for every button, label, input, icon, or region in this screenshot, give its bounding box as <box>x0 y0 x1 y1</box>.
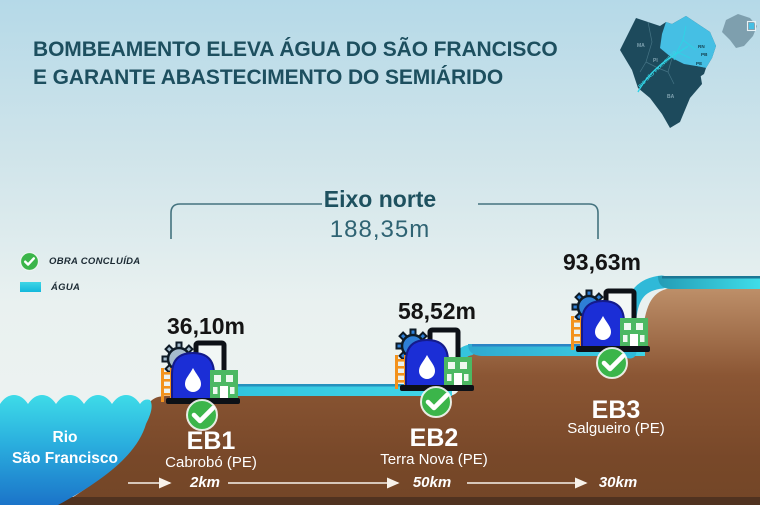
station-eb2 <box>395 327 474 418</box>
check-icon <box>20 251 39 271</box>
legend-item-concluded: OBRA CONCLUÍDA <box>20 251 141 271</box>
page-title: BOMBEAMENTO ELEVA ÁGUA DO SÃO FRANCISCO … <box>33 36 593 92</box>
map-label-ma: MA <box>637 43 645 49</box>
water-drop-icon <box>419 355 435 379</box>
distance-2km: 2km <box>189 474 221 491</box>
check-icon <box>186 399 218 431</box>
map-label-ba: BA <box>667 94 675 100</box>
station-id-eb3: EB3 <box>591 396 641 424</box>
legend-item-water: ÁGUA <box>20 278 140 296</box>
river-name-line2: São Francisco <box>12 450 118 467</box>
map-coast-dark-wedge <box>689 66 706 78</box>
station-eb3 <box>571 288 650 379</box>
map-canal-lines <box>673 25 697 61</box>
legend-label-water: ÁGUA <box>51 281 81 293</box>
station-id-eb1: EB1 <box>186 427 236 455</box>
title-line1: BOMBEAMENTO ELEVA ÁGUA DO SÃO FRANCISCO <box>33 38 558 61</box>
building-icon <box>210 370 238 400</box>
axis-total-height: 188,35m <box>329 216 431 243</box>
map-brazil-locator <box>722 14 757 48</box>
building-icon <box>620 318 648 348</box>
station-id-eb2: EB2 <box>409 424 459 452</box>
map-label-pb: PB <box>701 52 708 57</box>
legend: OBRA CONCLUÍDA ÁGUA <box>20 251 141 304</box>
soil-strip <box>40 497 760 505</box>
water-swatch-icon <box>20 282 41 292</box>
map-river-line <box>637 45 689 93</box>
river-name-line1: Rio <box>52 429 78 446</box>
distance-50km: 50km <box>412 474 452 491</box>
water-drop-icon <box>185 368 201 392</box>
water-drop-icon <box>595 316 611 340</box>
station-city-eb1: Cabrobó (PE) <box>165 454 257 471</box>
height-eb3: 93,63m <box>562 249 642 275</box>
station-eb1 <box>161 340 240 431</box>
terrain <box>60 288 760 505</box>
map-northeast-brazil: RIO SÃO FRANCISCO MA PI BA RN PB PE <box>620 14 757 128</box>
height-eb2: 58,52m <box>397 298 477 324</box>
station-city-eb2: Terra Nova (PE) <box>380 451 488 468</box>
map-label-rn: RN <box>698 44 705 49</box>
title-line2: E GARANTE ABASTECIMENTO DO SEMIÁRIDO <box>33 66 504 89</box>
map-label-pi: PI <box>653 58 658 64</box>
station-city-eb3: Salgueiro (PE) <box>567 420 665 437</box>
distance-30km: 30km <box>598 474 638 491</box>
building-icon <box>444 357 472 387</box>
legend-label-concluded: OBRA CONCLUÍDA <box>49 255 141 267</box>
river-name: Rio São Francisco <box>10 427 120 469</box>
check-icon <box>596 347 628 379</box>
channel-eb1-eb2 <box>200 384 452 396</box>
axis-title: Eixo norte <box>323 186 437 212</box>
map-label-pe: PE <box>696 61 702 66</box>
river-water <box>0 395 152 505</box>
height-eb1: 36,10m <box>166 313 246 339</box>
check-icon <box>420 386 452 418</box>
